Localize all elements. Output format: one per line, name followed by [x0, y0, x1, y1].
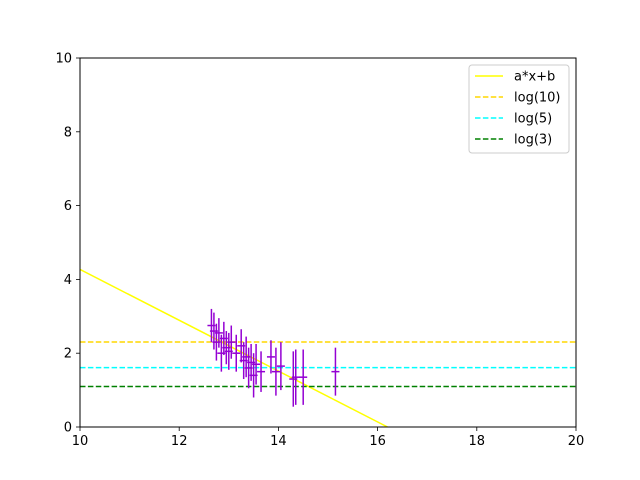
- errorbar-point: [276, 342, 285, 391]
- x-tick-label: 20: [568, 434, 585, 449]
- errorbar-point: [227, 325, 236, 359]
- errorbar-point: [271, 347, 280, 396]
- y-tick-label: 8: [64, 125, 72, 140]
- x-tick-label: 18: [469, 434, 486, 449]
- plot-content: [80, 268, 576, 427]
- legend-label: log(5): [514, 112, 552, 127]
- legend-label: log(3): [514, 133, 552, 148]
- legend-label: a*x+b: [514, 70, 555, 85]
- legend: a*x+b log(10) log(5) log(3): [468, 64, 570, 154]
- y-tick-label: 0: [64, 421, 72, 436]
- x-tick-label: 14: [270, 434, 287, 449]
- x-axis-ticks: 10 12 14 16 18 20: [72, 427, 585, 449]
- series-line-0: [80, 268, 388, 427]
- errorbar-point: [299, 349, 308, 405]
- x-tick-label: 10: [72, 434, 89, 449]
- errorbar-point: [232, 334, 241, 372]
- x-tick-label: 12: [171, 434, 188, 449]
- errorbar-point: [266, 340, 275, 374]
- x-tick-label: 16: [369, 434, 386, 449]
- axes-frame: [79, 57, 577, 428]
- errorbar-point: [331, 347, 340, 396]
- y-tick-label: 2: [64, 347, 72, 362]
- y-axis-ticks: 0 2 4 6 8 10: [55, 52, 80, 436]
- errorbar-point: [214, 318, 223, 348]
- legend-label: log(10): [514, 91, 561, 106]
- errorbar-point: [252, 343, 261, 385]
- y-tick-label: 4: [64, 273, 72, 288]
- y-tick-label: 6: [64, 199, 72, 214]
- errorbar-point: [291, 349, 300, 405]
- y-tick-label: 10: [55, 52, 72, 67]
- legend-box: [468, 64, 570, 154]
- errorbar-point: [257, 351, 266, 392]
